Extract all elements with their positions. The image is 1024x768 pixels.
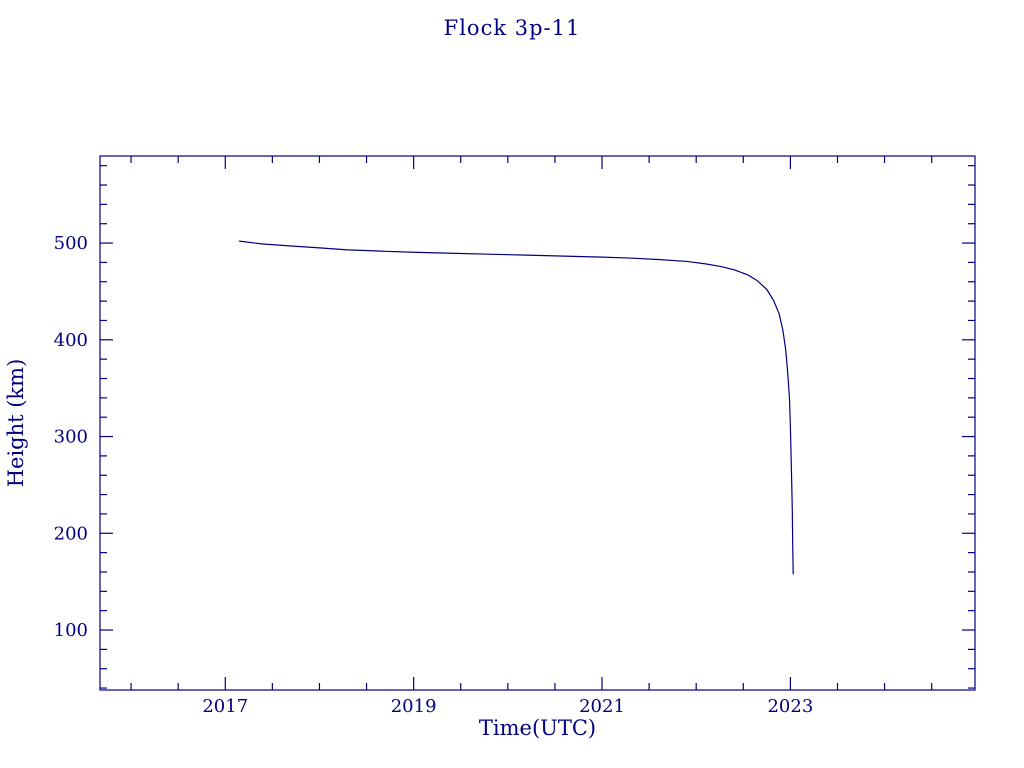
x-tick-label: 2017 [202,696,248,717]
y-tick-label: 300 [54,427,88,448]
x-tick-label: 2023 [767,696,813,717]
y-tick-label: 400 [54,330,88,351]
plot-border [99,155,976,691]
y-tick-label: 200 [54,523,88,544]
x-tick-label: 2019 [391,696,437,717]
y-tick-label: 100 [54,620,88,641]
chart-title: Flock 3p-11 [443,16,581,40]
y-tick-label: 500 [54,233,88,254]
x-tick-label: 2021 [579,696,625,717]
data-line-height [238,240,794,575]
x-axis-label: Time(UTC) [478,716,597,740]
